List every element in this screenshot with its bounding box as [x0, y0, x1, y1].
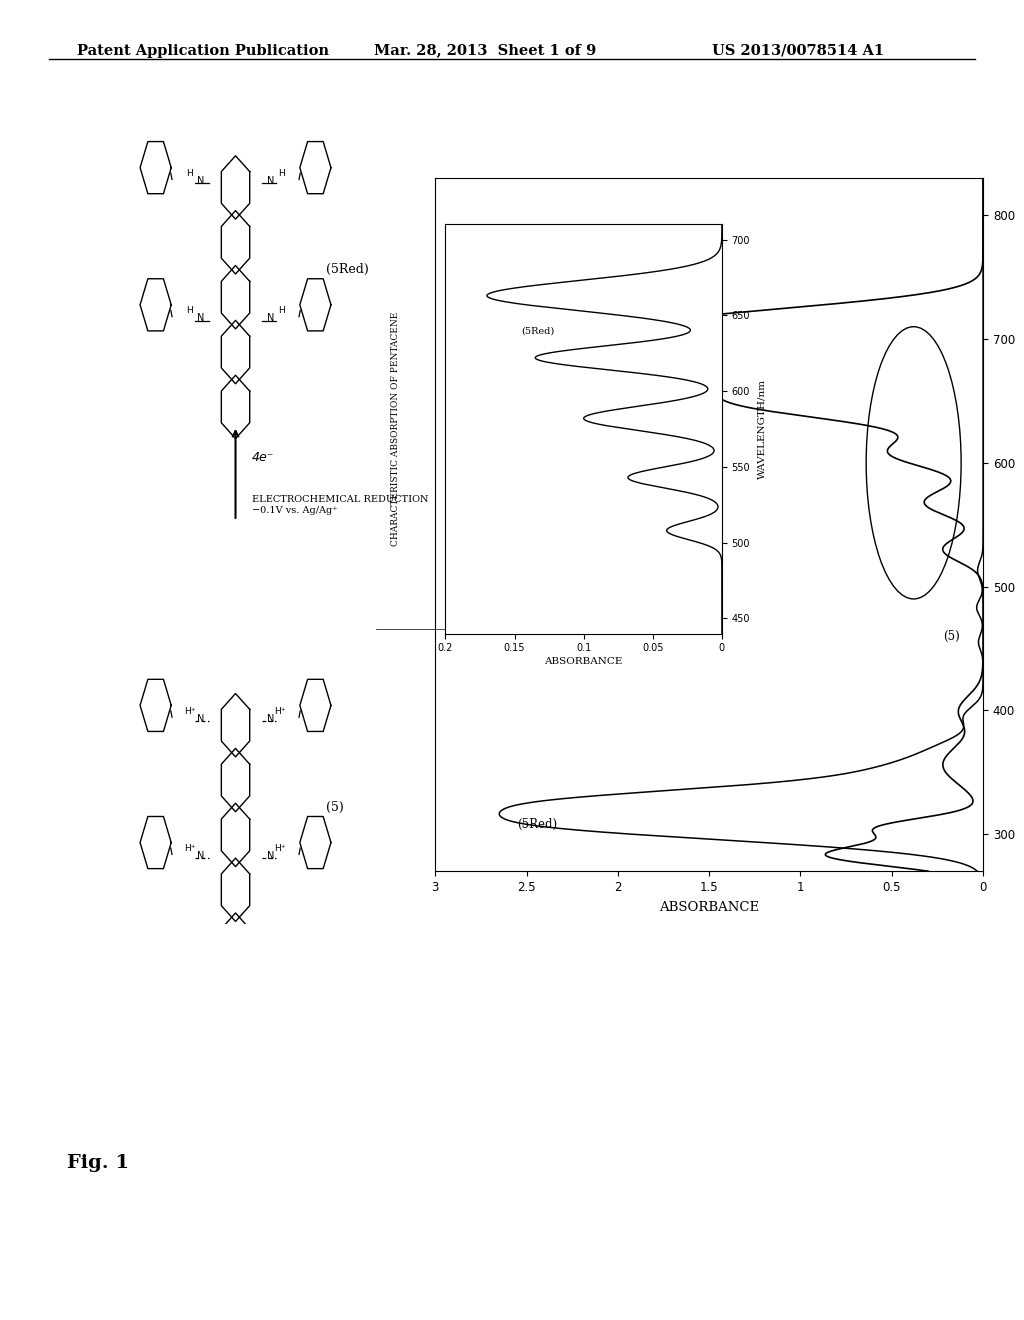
Text: Mar. 28, 2013  Sheet 1 of 9: Mar. 28, 2013 Sheet 1 of 9 [374, 44, 596, 58]
Y-axis label: WAVELENGTH/nm: WAVELENGTH/nm [757, 379, 766, 479]
Text: 4e⁻: 4e⁻ [252, 451, 274, 465]
Text: H⁺: H⁺ [274, 843, 286, 853]
Text: (5Red): (5Red) [517, 818, 557, 830]
Text: N: N [266, 851, 274, 861]
Text: ELECTROCHEMICAL REDUCTION
−0.1V vs. Ag/Ag⁺: ELECTROCHEMICAL REDUCTION −0.1V vs. Ag/A… [252, 495, 428, 515]
Text: H⁺: H⁺ [184, 843, 196, 853]
Text: Patent Application Publication: Patent Application Publication [77, 44, 329, 58]
Text: (5Red): (5Red) [521, 326, 555, 335]
Text: H: H [279, 169, 285, 178]
Text: H: H [186, 306, 193, 315]
Text: N: N [266, 714, 274, 723]
Text: N: N [197, 176, 205, 186]
Text: (5): (5) [326, 801, 343, 814]
Text: N: N [266, 176, 274, 186]
Text: H⁺: H⁺ [184, 706, 196, 715]
Text: Fig. 1: Fig. 1 [67, 1154, 129, 1172]
Text: CHARACTERISTIC ABSORPTION OF PENTACENE: CHARACTERISTIC ABSORPTION OF PENTACENE [391, 312, 400, 546]
Text: (5): (5) [943, 630, 959, 643]
Text: H: H [279, 306, 285, 315]
Text: N: N [197, 851, 205, 861]
Text: (5Red): (5Red) [326, 263, 369, 276]
Text: US 2013/0078514 A1: US 2013/0078514 A1 [712, 44, 884, 58]
Text: H⁺: H⁺ [274, 706, 286, 715]
Text: N: N [266, 313, 274, 323]
X-axis label: ABSORBANCE: ABSORBANCE [659, 900, 759, 913]
Text: N: N [197, 313, 205, 323]
Text: N: N [197, 714, 205, 723]
Text: H: H [186, 169, 193, 178]
X-axis label: ABSORBANCE: ABSORBANCE [545, 657, 623, 667]
